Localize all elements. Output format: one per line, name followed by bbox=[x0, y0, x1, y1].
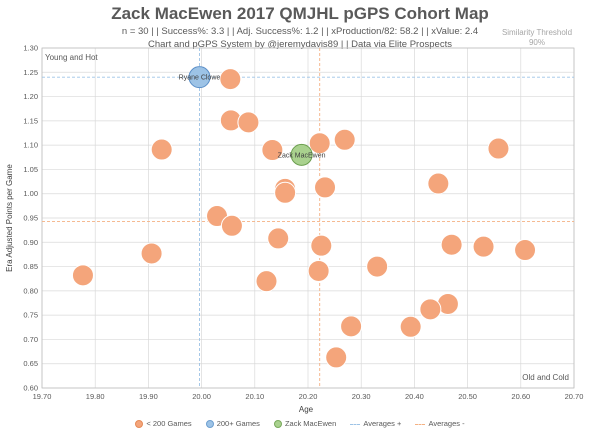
average-lines bbox=[42, 48, 574, 388]
data-point-under200 bbox=[419, 298, 442, 321]
y-tick-label: 1.10 bbox=[23, 141, 38, 150]
x-tick-label: 20.20 bbox=[299, 392, 318, 401]
grid-lines bbox=[41, 47, 575, 389]
y-tick-label: 1.30 bbox=[23, 44, 38, 53]
chart-subtitle-stats: n = 30 | | Success%: 3.3 | | Adj. Succes… bbox=[121, 26, 479, 37]
data-point-under200 bbox=[399, 315, 422, 338]
data-point-over200 bbox=[188, 66, 211, 89]
data-point-under200 bbox=[255, 270, 278, 293]
y-tick-label: 1.25 bbox=[23, 68, 38, 77]
y-tick-label: 1.20 bbox=[23, 92, 38, 101]
data-point-under200 bbox=[427, 172, 450, 195]
y-tick-label: 1.00 bbox=[23, 189, 38, 198]
data-point-under200 bbox=[340, 315, 363, 338]
y-tick-label: 1.15 bbox=[23, 116, 38, 125]
data-point-under200 bbox=[219, 68, 242, 91]
chart-legend: < 200 Games 200+ Games Zack MacEwen Aver… bbox=[0, 419, 600, 429]
data-point-under200 bbox=[310, 234, 333, 257]
data-point-under200 bbox=[487, 137, 510, 160]
data-point-under200 bbox=[267, 227, 290, 250]
data-point-under200 bbox=[261, 139, 284, 161]
x-tick-label: 20.70 bbox=[565, 392, 584, 401]
y-tick-label: 0.80 bbox=[23, 286, 38, 295]
data-point-under200 bbox=[274, 181, 297, 204]
similarity-value: 90% bbox=[528, 38, 545, 47]
corner-label-old-cold: Old and Cold bbox=[522, 373, 569, 382]
plot-border bbox=[41, 47, 575, 389]
similarity-label: Similarity Threshold bbox=[501, 28, 573, 37]
x-tick-label: 19.90 bbox=[139, 392, 158, 401]
data-points: Ryane Clowe Zack MacEwen bbox=[71, 66, 537, 369]
y-tick-label: 0.60 bbox=[23, 384, 38, 393]
data-point-under200 bbox=[366, 255, 389, 278]
data-point-under200 bbox=[140, 242, 163, 265]
y-axis-label: Era Adjusted Points per Game bbox=[5, 164, 14, 272]
y-tick-label: 0.70 bbox=[23, 335, 38, 344]
y-tick-label: 0.75 bbox=[23, 311, 38, 320]
x-tick-label: 20.60 bbox=[511, 392, 530, 401]
data-point-under200 bbox=[472, 235, 495, 258]
x-tick-label: 20.40 bbox=[405, 392, 424, 401]
legend-swatch bbox=[135, 420, 144, 429]
y-tick-label: 0.90 bbox=[23, 238, 38, 247]
corner-label-young-hot: Young and Hot bbox=[45, 53, 98, 62]
y-tick-label: 1.05 bbox=[23, 165, 38, 174]
y-tick-label: 0.95 bbox=[23, 214, 38, 223]
data-point-under200 bbox=[220, 214, 243, 237]
x-axis-label: Age bbox=[299, 405, 314, 414]
legend-item-under-200: < 200 Games bbox=[135, 419, 192, 429]
x-tick-label: 19.70 bbox=[33, 392, 52, 401]
data-point-under200 bbox=[514, 239, 537, 262]
legend-item-averages-minus: Averages - bbox=[415, 419, 465, 428]
x-tick-label: 20.00 bbox=[192, 392, 211, 401]
legend-item-averages-plus: Averages + bbox=[350, 419, 401, 428]
y-tick-label: 0.85 bbox=[23, 262, 38, 271]
x-tick-label: 20.10 bbox=[245, 392, 264, 401]
data-point-under200 bbox=[237, 111, 260, 134]
data-point-subject bbox=[290, 143, 313, 166]
axis-ticks: 0.60 0.65 0.70 0.75 0.80 0.85 0.90 0.95 1.00 1.05… bbox=[23, 44, 583, 402]
chart-subtitle-credits: Chart and pGPS System by @jeremydavis89 … bbox=[148, 39, 452, 50]
legend-item-subject: Zack MacEwen bbox=[273, 419, 336, 429]
point-label: Zack MacEwen bbox=[278, 152, 326, 159]
x-tick-label: 19.80 bbox=[86, 392, 105, 401]
data-point-under200 bbox=[307, 259, 330, 282]
data-point-under200 bbox=[440, 233, 463, 256]
y-tick-label: 0.65 bbox=[23, 359, 38, 368]
data-point-under200 bbox=[325, 346, 348, 369]
data-point-under200 bbox=[71, 264, 94, 287]
similarity-threshold: Similarity Threshold 90% bbox=[482, 28, 592, 48]
legend-item-over-200: 200+ Games bbox=[205, 419, 260, 429]
data-point-under200 bbox=[150, 138, 173, 161]
legend-swatch bbox=[350, 423, 361, 425]
data-point-under200 bbox=[314, 176, 337, 199]
legend-swatch bbox=[205, 420, 214, 429]
legend-swatch bbox=[273, 420, 282, 429]
chart-title: Zack MacEwen 2017 QMJHL pGPS Cohort Map bbox=[111, 4, 489, 23]
x-tick-label: 20.50 bbox=[458, 392, 477, 401]
data-point-under200 bbox=[333, 128, 356, 151]
data-point-under200 bbox=[308, 132, 331, 155]
point-label: Ryane Clowe bbox=[179, 75, 221, 82]
x-tick-label: 20.30 bbox=[352, 392, 371, 401]
legend-swatch bbox=[415, 423, 426, 425]
